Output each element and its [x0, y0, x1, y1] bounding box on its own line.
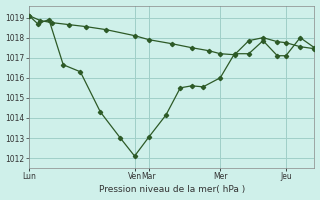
X-axis label: Pression niveau de la mer( hPa ): Pression niveau de la mer( hPa ) [99, 185, 245, 194]
